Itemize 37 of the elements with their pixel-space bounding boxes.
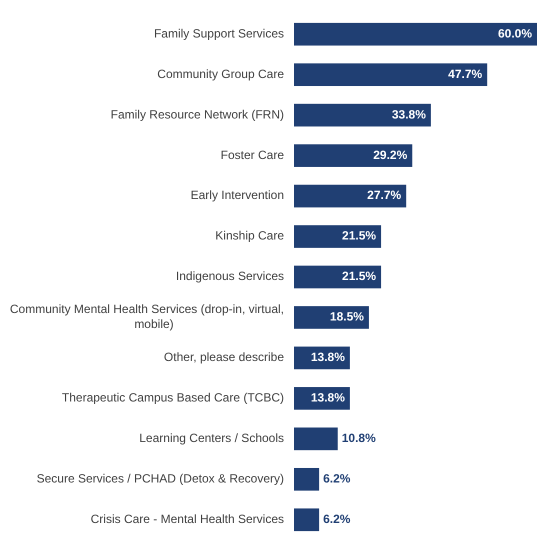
data-label: 27.7% <box>367 188 402 202</box>
bar <box>294 468 320 491</box>
data-label: 6.2% <box>323 512 351 526</box>
bar <box>294 306 369 329</box>
data-label: 13.8% <box>310 350 346 364</box>
y-tick-label: Other, please describe <box>164 350 284 364</box>
y-tick-label: Community Mental Health Services (drop-in, virtual, mobile) <box>10 302 284 332</box>
y-tick-label: Indigenous Services <box>176 269 284 284</box>
data-label: 13.8% <box>310 390 346 405</box>
bar <box>294 144 412 167</box>
bar <box>294 428 338 450</box>
data-label: 21.5% <box>342 228 376 243</box>
data-label: 29.2% <box>373 148 408 162</box>
bar <box>294 508 320 532</box>
y-tick-label: Crisis Care - Mental Health Services <box>90 512 284 526</box>
bar <box>294 225 382 248</box>
y-tick-label: Secure Services / PCHAD (Detox & Recovery) <box>36 471 284 486</box>
data-label: 10.8% <box>342 431 376 446</box>
bar <box>294 266 382 288</box>
data-label: 6.2% <box>323 471 351 486</box>
y-tick-label: Therapeutic Campus Based Care (TCBC) <box>62 390 284 405</box>
y-tick-label: Kinship Care <box>215 228 284 243</box>
y-tick-label: Foster Care <box>220 148 284 162</box>
data-label: 47.7% <box>448 66 483 81</box>
y-tick-label: Community Group Care <box>157 66 284 81</box>
y-tick-label: Learning Centers / Schools <box>139 431 284 446</box>
data-label: 18.5% <box>330 310 364 324</box>
bar <box>294 104 431 126</box>
bar <box>294 184 406 208</box>
bar <box>294 22 537 46</box>
data-label: 33.8% <box>392 107 426 122</box>
y-tick-label: Family Resource Network (FRN) <box>110 107 284 122</box>
data-label: 60.0% <box>498 26 532 40</box>
data-label: 21.5% <box>342 269 376 284</box>
bar <box>294 63 488 86</box>
y-tick-label: Early Intervention <box>190 188 284 202</box>
y-tick-label: Family Support Services <box>154 26 284 40</box>
